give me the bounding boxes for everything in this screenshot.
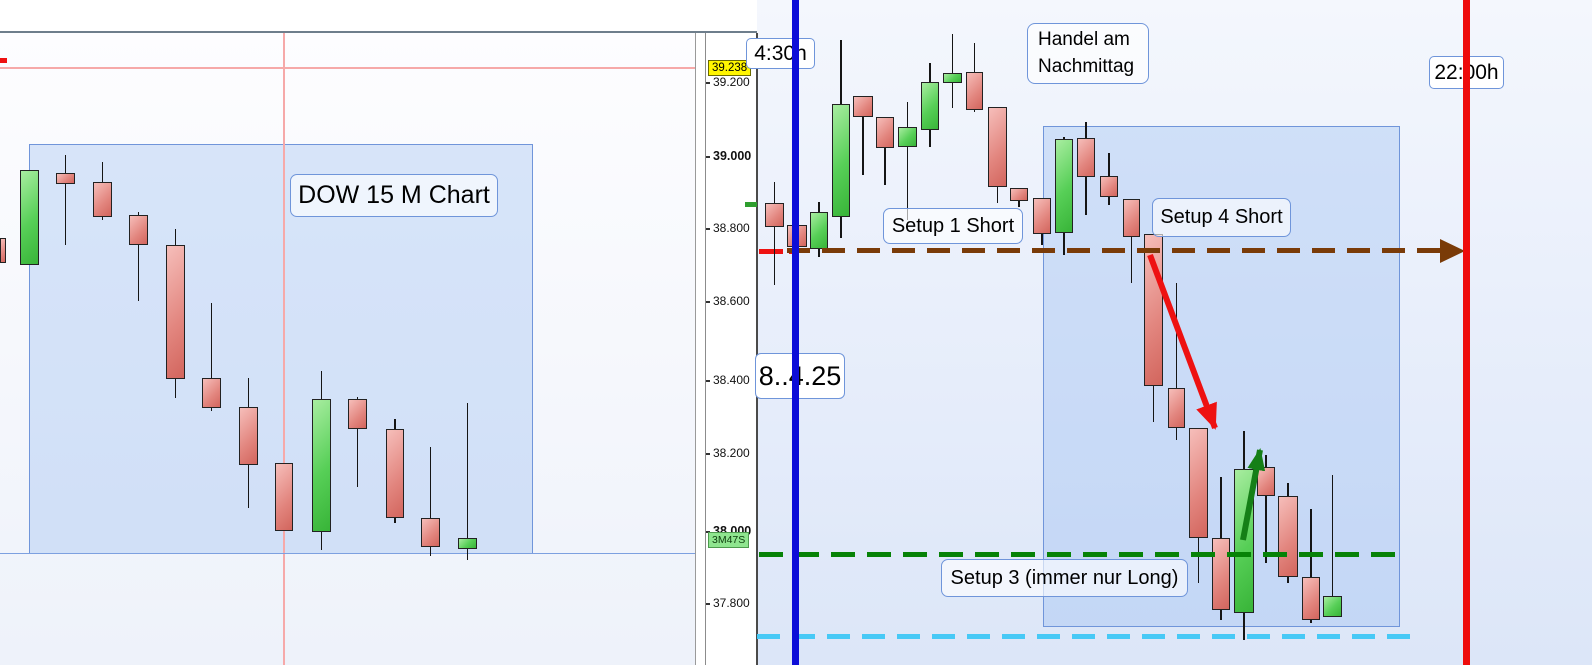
price-axis-tick: [706, 453, 710, 455]
price-axis-label: 39.000: [713, 149, 752, 163]
price-axis-label: 38.800: [713, 221, 750, 235]
left-window-titlebar: [0, 0, 706, 31]
price-axis-tick: [706, 301, 710, 303]
price-axis-label: 39.200: [713, 75, 750, 89]
session-end-time-text: 22:00h: [1434, 60, 1499, 84]
price-axis-tick: [706, 228, 710, 230]
price-axis-tick: [706, 82, 710, 84]
price-axis-label: 38.200: [713, 446, 750, 460]
setup-3-long-text: Setup 3 (immer nur Long): [950, 566, 1179, 589]
price-axis: 39.238 39.200 39.000 38.800 38.600 38.400 38.2…: [706, 0, 756, 665]
axis-left-border: [705, 33, 706, 665]
left-chart-canvas[interactable]: [0, 33, 695, 665]
session-start-time-text: 4:30h: [754, 41, 807, 65]
price-axis-label: 38.600: [713, 294, 750, 308]
date-label-text: 8..4.25: [758, 360, 842, 391]
current-price-badge: 39.238: [708, 60, 752, 76]
setup-4-short-text: Setup 4 Short: [1160, 206, 1283, 228]
date-label[interactable]: 8..4.25: [755, 353, 845, 399]
setup-1-short-text: Setup 1 Short: [891, 214, 1015, 237]
setup-1-short-label[interactable]: Setup 1 Short: [883, 208, 1023, 244]
dow-15m-chart-label[interactable]: DOW 15 M Chart: [290, 174, 498, 217]
session-start-time-label[interactable]: 4:30h: [746, 38, 815, 69]
price-axis-label: 38.400: [713, 373, 750, 387]
left-chart-window: [0, 0, 706, 665]
window-border-top: [0, 31, 757, 33]
bar-countdown-badge: 3M47S: [708, 532, 750, 548]
price-axis-tick: [706, 156, 710, 158]
left-window-inner-border: [695, 33, 696, 665]
chart-left-border: [756, 33, 758, 665]
price-axis-tick: [706, 603, 710, 605]
price-axis-tick: [706, 380, 710, 382]
price-axis-label: 37.800: [713, 596, 750, 610]
handel-label-line1: Handel am: [1038, 28, 1130, 50]
handel-am-nachmittag-label[interactable]: Handel am Nachmittag: [1027, 23, 1149, 84]
handel-label-line2: Nachmittag: [1038, 55, 1135, 77]
session-end-time-label[interactable]: 22:00h: [1429, 56, 1504, 89]
setup-4-short-label[interactable]: Setup 4 Short: [1152, 198, 1291, 237]
dow-15m-chart-label-text: DOW 15 M Chart: [298, 181, 490, 209]
setup-3-long-label[interactable]: Setup 3 (immer nur Long): [941, 559, 1188, 597]
price-axis-tick: [706, 531, 710, 533]
